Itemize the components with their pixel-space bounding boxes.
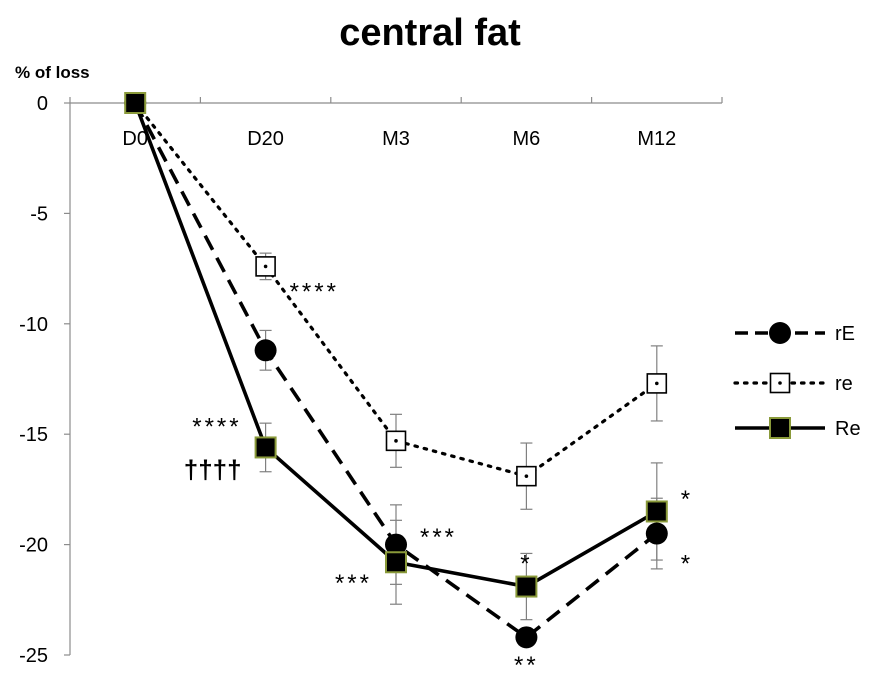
y-tick-label: -25 <box>19 645 48 667</box>
error-bars <box>259 252 663 621</box>
data-point-re <box>769 322 791 344</box>
legend-label: Re <box>835 418 861 440</box>
x-tick-label: M6 <box>513 128 541 150</box>
significance-label: †††† <box>184 455 242 485</box>
significance-label: ** <box>514 652 539 670</box>
significance-label: **** <box>192 413 241 440</box>
significance-label: * <box>681 486 693 513</box>
data-point-re <box>769 372 791 394</box>
y-tick-label: -10 <box>19 314 48 336</box>
legend-item-re: Re <box>735 417 861 440</box>
axes: 0 -5 -10 -15 -20 -25 D0 D20 M3 M6 M12 <box>19 93 723 667</box>
legend-label: re <box>835 373 853 395</box>
marker-dot <box>394 439 398 443</box>
data-point-re <box>645 500 668 523</box>
data-point-re <box>254 339 277 362</box>
data-point-re <box>255 256 276 277</box>
x-tick-label: M3 <box>382 128 410 150</box>
significance-label: *** <box>335 570 372 597</box>
data-point-re <box>254 436 277 459</box>
y-tick-label: 0 <box>37 93 48 115</box>
significance-label: * <box>520 550 532 577</box>
data-point-re <box>516 465 537 487</box>
data-markers <box>124 92 668 649</box>
marker-dot <box>778 381 782 385</box>
legend: rE re Re <box>733 322 861 440</box>
x-tick-label: D0 <box>122 128 148 150</box>
data-point-re <box>385 533 407 556</box>
significance-annotations: ********††††*********** <box>184 279 693 675</box>
y-axis-label: % of loss <box>15 63 90 82</box>
data-point-re <box>645 522 668 545</box>
data-point-re <box>769 417 791 439</box>
significance-label: *** <box>420 524 457 551</box>
legend-label: rE <box>835 323 855 345</box>
data-point-re <box>385 430 407 452</box>
significance-label: * <box>681 550 693 577</box>
legend-item-re: rE <box>735 322 855 345</box>
x-tick-label: M12 <box>637 128 676 150</box>
data-point-re <box>515 626 538 649</box>
legend-item-re: re <box>733 372 853 395</box>
y-tick-label: -15 <box>19 424 48 446</box>
y-tick-label: -20 <box>19 535 48 557</box>
data-point-re <box>124 92 147 114</box>
marker-dot <box>524 474 529 478</box>
x-tick-label: D20 <box>247 128 284 150</box>
marker-dot <box>655 381 659 386</box>
data-point-re <box>515 575 538 598</box>
significance-label: **** <box>290 279 339 306</box>
chart-title: central fat <box>339 12 521 54</box>
data-point-re <box>385 551 407 574</box>
marker-dot <box>263 264 268 269</box>
data-point-re <box>646 373 668 394</box>
y-tick-label: -5 <box>30 203 48 225</box>
